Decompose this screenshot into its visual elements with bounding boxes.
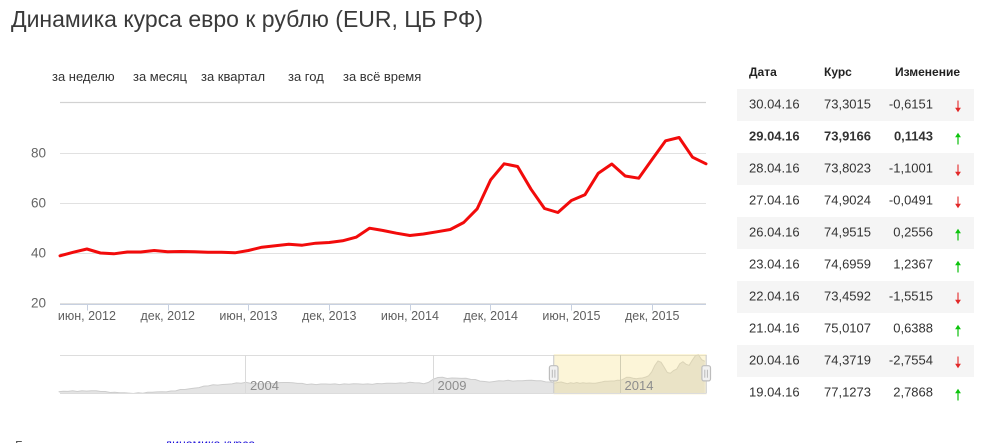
svg-text:20: 20	[31, 296, 46, 311]
svg-text:2014: 2014	[625, 378, 654, 393]
svg-text:дек, 2015: дек, 2015	[625, 309, 680, 323]
svg-text:дек, 2014: дек, 2014	[463, 309, 518, 323]
svg-text:60: 60	[31, 196, 46, 211]
svg-text:июн, 2013: июн, 2013	[219, 309, 277, 323]
svg-text:80: 80	[31, 146, 46, 161]
svg-text:дек, 2013: дек, 2013	[302, 309, 357, 323]
svg-text:40: 40	[31, 246, 46, 261]
svg-text:2009: 2009	[438, 378, 467, 393]
svg-text:июн, 2015: июн, 2015	[542, 309, 600, 323]
svg-text:июн, 2012: июн, 2012	[58, 309, 116, 323]
svg-text:июн, 2014: июн, 2014	[381, 309, 439, 323]
svg-text:дек, 2012: дек, 2012	[140, 309, 195, 323]
svg-text:2004: 2004	[250, 378, 279, 393]
